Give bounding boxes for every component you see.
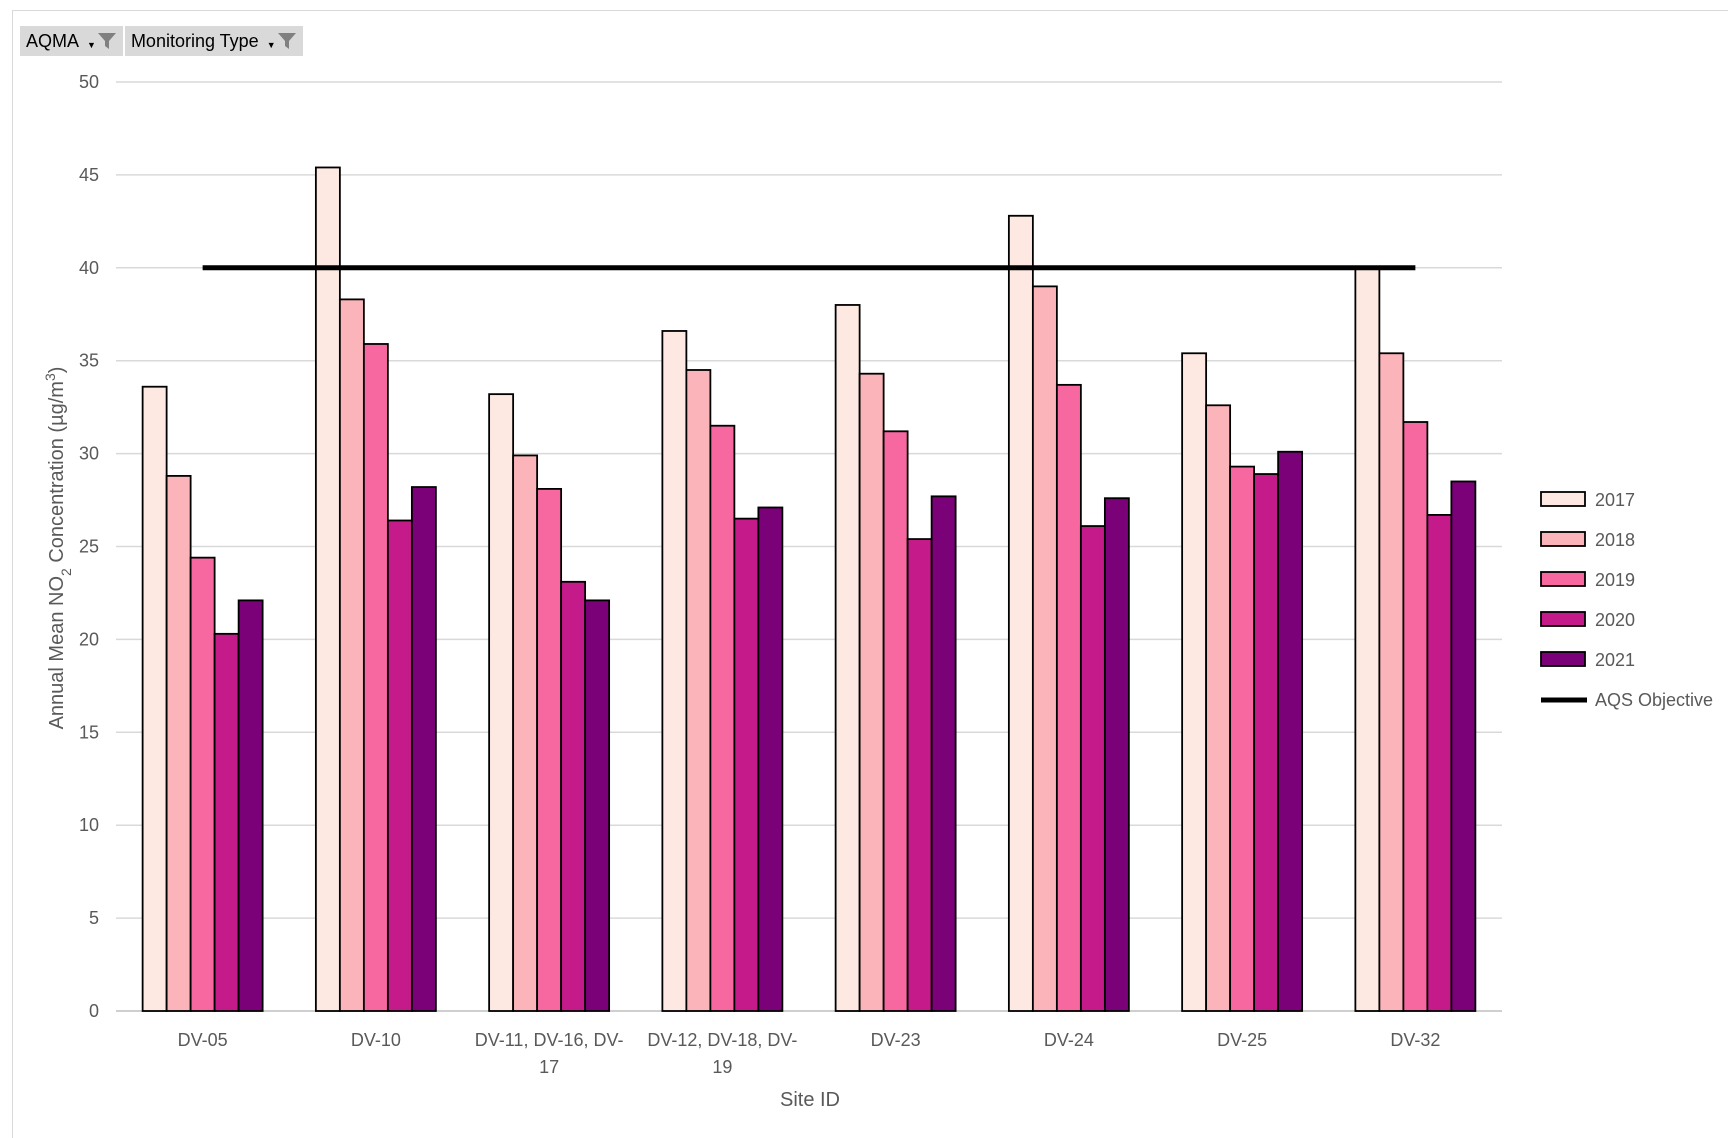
bar-2018 bbox=[685, 369, 712, 1012]
x-tick-label: DV-25 bbox=[1217, 1030, 1267, 1050]
dropdown-arrow-icon: ▼ bbox=[87, 39, 96, 50]
y-tick-label: 5 bbox=[89, 908, 99, 928]
filter-icon bbox=[97, 33, 116, 49]
bar-2017 bbox=[1354, 266, 1381, 1012]
y-tick-label: 50 bbox=[79, 72, 99, 92]
bar-2017 bbox=[661, 330, 688, 1012]
legend-label-2019: 2019 bbox=[1595, 570, 1635, 590]
bar-2019 bbox=[362, 343, 389, 1012]
y-tick-label: 20 bbox=[79, 629, 99, 649]
bar-2018 bbox=[338, 298, 365, 1012]
bar-2020 bbox=[386, 519, 413, 1012]
legend: 2017 2018 2019 2020 2021 AQS Objective bbox=[1540, 490, 1713, 710]
y-tick-label: 10 bbox=[79, 815, 99, 835]
y-tick-label: 30 bbox=[79, 444, 99, 464]
bar-2020 bbox=[906, 538, 933, 1012]
bar-2018 bbox=[1031, 285, 1058, 1012]
x-tick-label: DV-23 bbox=[871, 1030, 921, 1050]
bar-2018 bbox=[1205, 404, 1232, 1012]
y-axis-title-part: 3 bbox=[42, 373, 58, 381]
x-tick-label: DV-24 bbox=[1044, 1030, 1094, 1050]
filter-icon bbox=[277, 33, 296, 49]
bar-2020 bbox=[1253, 473, 1280, 1012]
y-axis-title-part: Concentration (µg/m bbox=[46, 381, 68, 568]
bar-2017 bbox=[834, 304, 861, 1012]
y-axis-ticks: 0 5 10 15 20 25 30 35 40 45 50 bbox=[79, 72, 99, 1021]
aqma-filter-label: AQMA bbox=[26, 30, 80, 51]
bar-2021 bbox=[1450, 480, 1477, 1012]
bars bbox=[141, 166, 1477, 1012]
bar-2021 bbox=[757, 506, 784, 1012]
legend-swatch-2019 bbox=[1540, 571, 1586, 587]
legend-swatch-2021 bbox=[1540, 651, 1586, 667]
bar-2017 bbox=[141, 385, 168, 1012]
chart-area bbox=[12, 10, 1728, 1138]
bar-2021 bbox=[584, 599, 611, 1012]
x-tick-label: DV-32 bbox=[1390, 1030, 1440, 1050]
y-tick-label: 0 bbox=[89, 1001, 99, 1021]
bar-2018 bbox=[858, 372, 885, 1012]
x-tick-label: 17 bbox=[539, 1057, 559, 1077]
bar-2017 bbox=[1181, 352, 1208, 1012]
legend-label-2017: 2017 bbox=[1595, 490, 1635, 510]
bar-2019 bbox=[709, 424, 736, 1012]
aqma-filter-button[interactable]: AQMA ▼ bbox=[20, 26, 123, 56]
y-tick-label: 25 bbox=[79, 537, 99, 557]
legend-label-2021: 2021 bbox=[1595, 650, 1635, 670]
x-tick-label: DV-10 bbox=[351, 1030, 401, 1050]
bar-2019 bbox=[1055, 383, 1082, 1012]
filter-bar: AQMA ▼ Monitoring Type ▼ bbox=[20, 26, 303, 56]
bar-2020 bbox=[733, 517, 760, 1012]
bar-2018 bbox=[165, 474, 192, 1012]
legend-label-2018: 2018 bbox=[1595, 530, 1635, 550]
x-tick-label: 19 bbox=[712, 1057, 732, 1077]
y-tick-label: 35 bbox=[79, 351, 99, 371]
aqma-filter-control[interactable]: ▼ bbox=[87, 31, 117, 51]
bar-2021 bbox=[930, 495, 957, 1012]
bar-2017 bbox=[488, 393, 515, 1012]
bar-2019 bbox=[536, 488, 563, 1012]
bar-2017 bbox=[314, 166, 341, 1012]
y-tick-label: 40 bbox=[79, 258, 99, 278]
bar-2018 bbox=[512, 454, 539, 1012]
bar-2019 bbox=[189, 556, 216, 1012]
x-tick-label: DV-05 bbox=[178, 1030, 228, 1050]
bar-2021 bbox=[410, 486, 437, 1012]
y-axis-title: Annual Mean NO2 Concentration (µg/m3) bbox=[42, 367, 74, 730]
monitoring-type-filter-label: Monitoring Type bbox=[130, 30, 259, 51]
x-axis-title: Site ID bbox=[780, 1089, 840, 1111]
y-axis-title-part: 2 bbox=[58, 568, 74, 576]
monitoring-type-filter-button[interactable]: Monitoring Type ▼ bbox=[124, 26, 303, 56]
x-axis-ticks: DV-05 DV-10 DV-11, DV-16, DV- 17 DV-12, DV-1… bbox=[178, 1030, 1441, 1077]
bar-2021 bbox=[1277, 450, 1304, 1012]
legend-swatch-2017 bbox=[1540, 491, 1586, 507]
x-tick-label: DV-12, DV-18, DV- bbox=[647, 1030, 797, 1050]
bar-2020 bbox=[1426, 514, 1453, 1012]
y-axis-title-part: ) bbox=[46, 367, 68, 374]
bar-2019 bbox=[1229, 465, 1256, 1012]
bar-2019 bbox=[882, 430, 909, 1012]
bar-2020 bbox=[560, 580, 587, 1012]
legend-label-2020: 2020 bbox=[1595, 610, 1635, 630]
monitoring-type-filter-control[interactable]: ▼ bbox=[267, 31, 297, 51]
bar-2019 bbox=[1402, 421, 1429, 1012]
legend-label-objective: AQS Objective bbox=[1595, 690, 1713, 710]
bar-2021 bbox=[1103, 497, 1130, 1012]
bar-2018 bbox=[1378, 352, 1405, 1012]
y-axis-title-part: Annual Mean NO bbox=[46, 576, 68, 729]
bar-2020 bbox=[213, 632, 240, 1012]
y-tick-label: 45 bbox=[79, 165, 99, 185]
bar-2020 bbox=[1079, 525, 1106, 1012]
y-tick-label: 15 bbox=[79, 722, 99, 742]
dropdown-arrow-icon: ▼ bbox=[266, 39, 276, 50]
legend-swatch-2020 bbox=[1540, 611, 1586, 627]
bar-2021 bbox=[237, 599, 264, 1012]
x-tick-label: DV-11, DV-16, DV- bbox=[475, 1030, 624, 1050]
legend-swatch-2018 bbox=[1540, 531, 1586, 547]
bar-2017 bbox=[1007, 214, 1034, 1012]
